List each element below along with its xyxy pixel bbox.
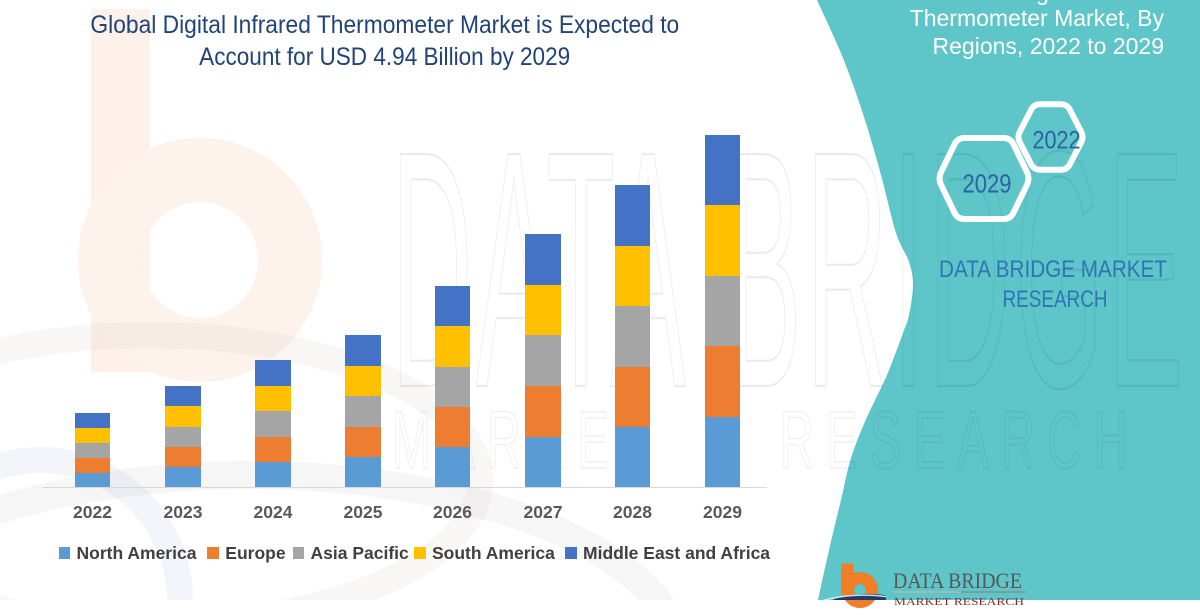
svg-text:DATA BRIDGE: DATA BRIDGE	[893, 568, 1022, 593]
svg-text:RESEARCH: RESEARCH	[780, 395, 1140, 486]
svg-text:2022: 2022	[1033, 127, 1081, 155]
svg-text:BRIDGE: BRIDGE	[726, 82, 1188, 458]
svg-text:MARKET: MARKET	[392, 395, 662, 486]
svg-text:MARKET RESEARCH: MARKET RESEARCH	[894, 596, 1024, 608]
svg-text:RESEARCH: RESEARCH	[1003, 286, 1108, 313]
svg-text:Thermometer Market, By: Thermometer Market, By	[910, 5, 1165, 31]
svg-text:DATA BRIDGE MARKET: DATA BRIDGE MARKET	[939, 256, 1167, 283]
svg-text:Regions, 2022 to 2029: Regions, 2022 to 2029	[933, 33, 1164, 59]
svg-text:2029: 2029	[963, 169, 1012, 199]
svg-text:Global Digital Infrared: Global Digital Infrared	[942, 0, 1164, 5]
